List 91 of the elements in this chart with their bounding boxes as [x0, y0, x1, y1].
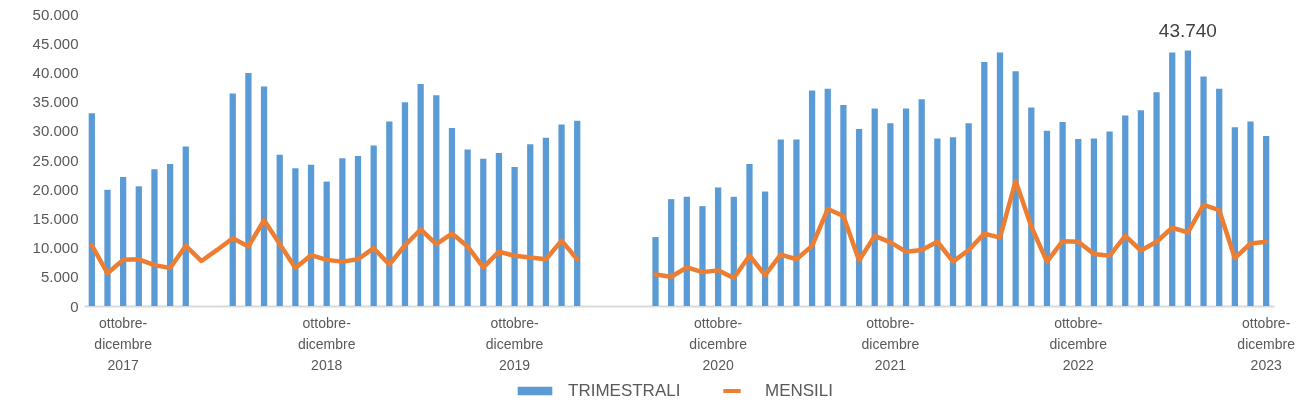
y-tick-label: 40.000: [32, 63, 79, 81]
y-tick-label: 25.000: [32, 151, 79, 169]
bar: [1263, 136, 1270, 306]
bar: [808, 90, 816, 306]
bar: [949, 137, 957, 306]
bar: [135, 186, 142, 306]
bar: [511, 167, 518, 306]
bar: [730, 196, 737, 306]
y-tick-label: 15.000: [32, 209, 79, 227]
bar: [902, 108, 910, 306]
y-tick-label: 0: [70, 297, 79, 315]
bar: [855, 129, 863, 306]
bar: [104, 189, 111, 306]
bar: [292, 168, 299, 306]
bar: [433, 95, 440, 306]
bar: [1184, 50, 1192, 306]
bar: [793, 139, 800, 306]
bar: [464, 149, 471, 306]
bar: [245, 72, 252, 306]
bar: [965, 123, 972, 306]
bar: [699, 206, 706, 306]
legend-label: TRIMESTRALI: [568, 381, 681, 400]
y-tick-label: 10.000: [32, 239, 79, 257]
data-label: 43.740: [1158, 19, 1217, 41]
bar: [574, 120, 581, 306]
bar: [996, 52, 1004, 306]
bar: [1153, 92, 1160, 306]
bar: [746, 164, 753, 306]
bar: [840, 105, 847, 306]
bar: [715, 187, 722, 306]
bar: [323, 181, 330, 306]
bar: [182, 146, 189, 306]
bar: [542, 137, 550, 306]
bar: [918, 99, 925, 306]
y-tick-label: 35.000: [32, 93, 79, 111]
bar: [887, 123, 894, 306]
y-tick-label: 30.000: [32, 122, 79, 140]
bar: [761, 191, 769, 306]
bar: [401, 102, 409, 306]
x-tick-label: ottobre-dicembre 2023: [1237, 314, 1296, 373]
bar: [934, 138, 941, 306]
x-tick-label: ottobre-dicembre 2017: [94, 314, 153, 373]
bar: [1012, 71, 1019, 306]
bar: [88, 113, 95, 306]
x-tick-label: ottobre-dicembre 2019: [485, 314, 544, 373]
bar: [1169, 52, 1176, 306]
bar: [1059, 122, 1066, 306]
bar: [1231, 127, 1238, 306]
bar: [777, 139, 784, 306]
bar: [229, 93, 236, 306]
bar: [1247, 121, 1254, 306]
bar: [1090, 138, 1098, 306]
bar: [370, 145, 377, 306]
bar: [1028, 107, 1035, 306]
bar: [668, 199, 675, 306]
bar: [1043, 130, 1051, 306]
bar: [276, 154, 283, 306]
bar: [339, 158, 346, 306]
x-tick-label: ottobre-dicembre 2021: [861, 314, 920, 373]
y-tick-label: 5.000: [40, 268, 79, 286]
y-tick-label: 50.000: [32, 5, 79, 23]
x-tick-label: ottobre-dicembre 2020: [689, 314, 748, 373]
bar: [871, 108, 878, 306]
bar: [683, 196, 690, 306]
bar: [307, 164, 315, 306]
y-tick-label: 45.000: [32, 34, 79, 52]
bar: [417, 84, 424, 306]
bar: [151, 169, 158, 306]
bar: [527, 144, 534, 306]
bar: [1137, 110, 1145, 306]
x-tick-label: ottobre-dicembre 2022: [1049, 314, 1108, 373]
bar: [824, 88, 831, 306]
bar: [495, 152, 503, 306]
legend-label: MENSILI: [765, 381, 834, 400]
x-tick-label: ottobre-dicembre 2018: [297, 314, 356, 373]
bar: [652, 237, 659, 306]
bar: [981, 61, 988, 306]
bar: [386, 121, 393, 306]
bar: [354, 155, 362, 306]
y-tick-label: 20.000: [32, 180, 79, 198]
bar: [480, 158, 487, 306]
bar: [166, 164, 174, 306]
bar: [1122, 115, 1129, 306]
bar: [1216, 88, 1223, 306]
bar: [260, 86, 268, 306]
bar: [1106, 131, 1113, 306]
bar: [448, 127, 456, 306]
bar: [1200, 76, 1207, 306]
bar: [1075, 138, 1082, 306]
bar: [558, 124, 565, 306]
bar: [120, 176, 127, 306]
